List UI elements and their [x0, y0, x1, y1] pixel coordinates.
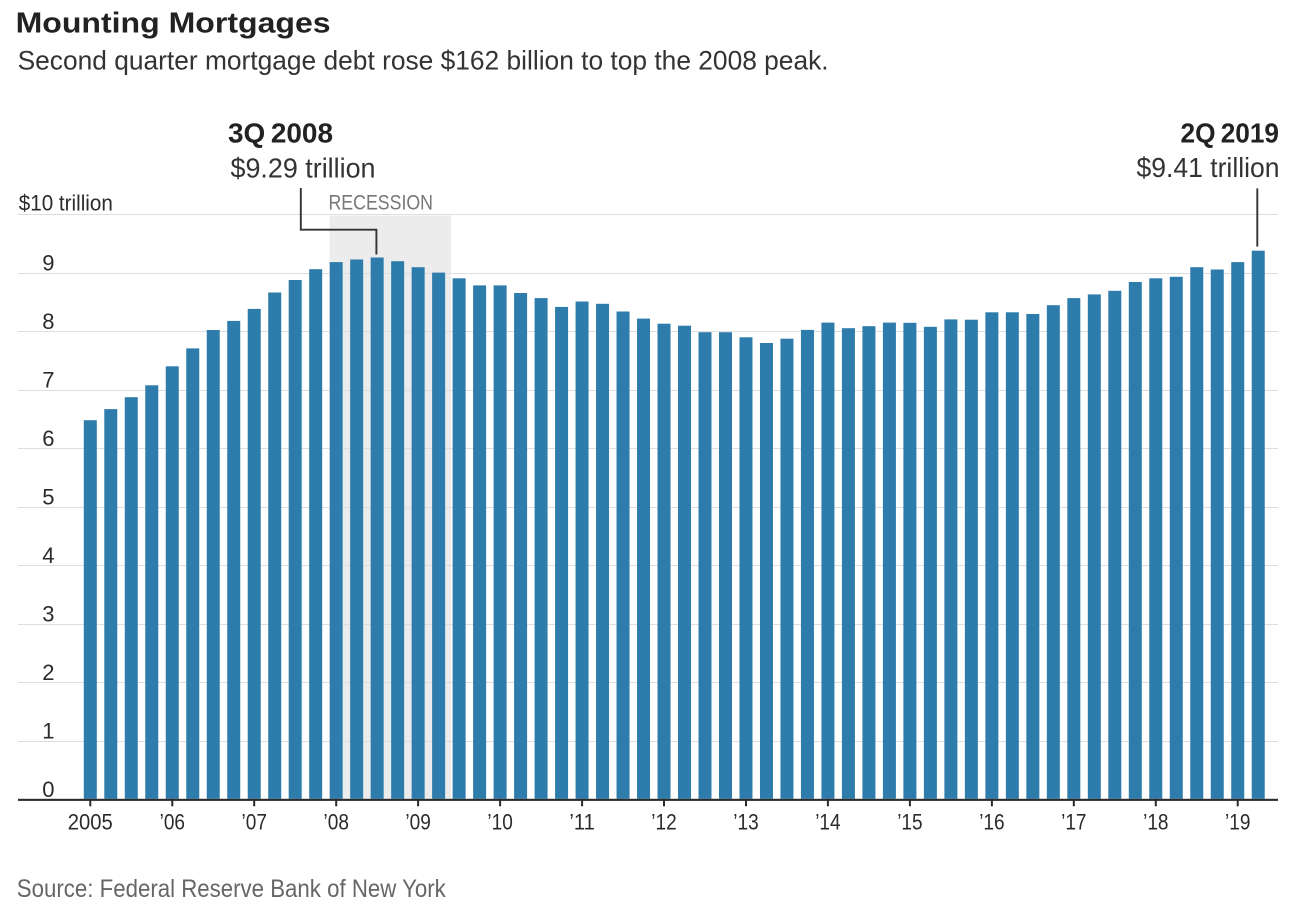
svg-text:$9.29 trillion: $9.29 trillion: [231, 152, 376, 183]
svg-text:Mounting Mortgages: Mounting Mortgages: [16, 8, 331, 40]
svg-text:’18: ’18: [1143, 810, 1168, 835]
svg-text:9: 9: [42, 250, 54, 275]
svg-text:8: 8: [42, 309, 54, 334]
svg-text:4: 4: [42, 543, 54, 568]
svg-text:3Q 2008: 3Q 2008: [228, 117, 333, 148]
svg-text:’16: ’16: [979, 810, 1004, 835]
svg-text:’07: ’07: [242, 810, 267, 835]
svg-text:’11: ’11: [569, 810, 594, 835]
svg-text:2Q 2019: 2Q 2019: [1181, 117, 1280, 148]
svg-text:’13: ’13: [733, 810, 758, 835]
svg-text:’10: ’10: [487, 810, 512, 835]
svg-text:$10 trillion: $10 trillion: [19, 191, 113, 216]
svg-text:6: 6: [42, 426, 54, 451]
svg-text:’19: ’19: [1225, 810, 1250, 835]
svg-text:’06: ’06: [160, 810, 185, 835]
svg-text:’14: ’14: [815, 810, 840, 835]
svg-text:2: 2: [42, 660, 54, 685]
svg-text:3: 3: [42, 601, 54, 626]
svg-text:2005: 2005: [68, 810, 113, 835]
svg-text:RECESSION: RECESSION: [329, 191, 434, 215]
svg-text:5: 5: [42, 484, 54, 509]
svg-text:’15: ’15: [897, 810, 922, 835]
svg-text:0: 0: [42, 777, 54, 802]
svg-text:’17: ’17: [1061, 810, 1086, 835]
svg-text:’09: ’09: [405, 810, 430, 835]
svg-text:’08: ’08: [324, 810, 349, 835]
svg-text:’12: ’12: [651, 810, 676, 835]
svg-text:7: 7: [42, 367, 54, 392]
svg-text:1: 1: [42, 718, 54, 743]
svg-text:Source: Federal Reserve Bank o: Source: Federal Reserve Bank of New York: [17, 875, 446, 903]
svg-text:Second quarter mortgage debt r: Second quarter mortgage debt rose $162 b…: [18, 46, 829, 76]
svg-text:$9.41 trillion: $9.41 trillion: [1137, 152, 1280, 183]
